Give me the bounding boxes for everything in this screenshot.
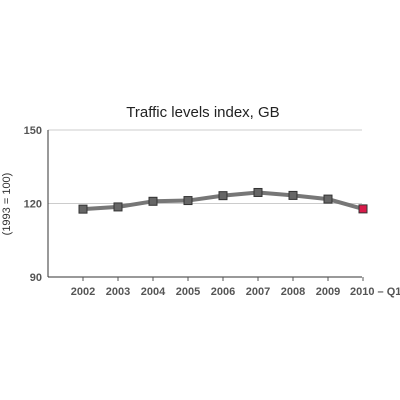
y-tick-label: 90 (30, 272, 42, 284)
y-tick-label: 120 (24, 199, 42, 211)
x-tick-labels: 2002 2003 2004 2005 2006 2007 2008 2009 2010 – Q… (71, 286, 400, 298)
data-point-highlight (358, 204, 368, 214)
x-tick-label: 2005 (176, 286, 200, 298)
x-tick-label: 2007 (246, 286, 270, 298)
data-point (183, 196, 193, 206)
axes (47, 130, 364, 281)
data-point (148, 196, 158, 206)
y-axis-label: (1993 = 100) (1, 173, 13, 236)
x-tick-label: 2010 – Q1 (350, 286, 400, 298)
data-point (113, 202, 123, 212)
x-tick-label: 2003 (106, 286, 130, 298)
data-point (288, 190, 298, 200)
y-tick-label: 150 (24, 125, 42, 137)
chart-title: Traffic levels index, GB (126, 104, 279, 121)
data-point (323, 194, 333, 204)
x-tick-label: 2002 (71, 286, 95, 298)
data-point (253, 187, 263, 197)
x-tick-label: 2006 (211, 286, 235, 298)
data-point (218, 191, 228, 201)
grid-lines (48, 129, 362, 278)
x-tick-label: 2009 (316, 286, 340, 298)
data-markers (78, 187, 368, 214)
data-point (78, 204, 88, 214)
x-tick-label: 2004 (141, 286, 166, 298)
x-tick-label: 2008 (281, 286, 305, 298)
y-tick-labels: 150 120 90 (24, 125, 42, 284)
